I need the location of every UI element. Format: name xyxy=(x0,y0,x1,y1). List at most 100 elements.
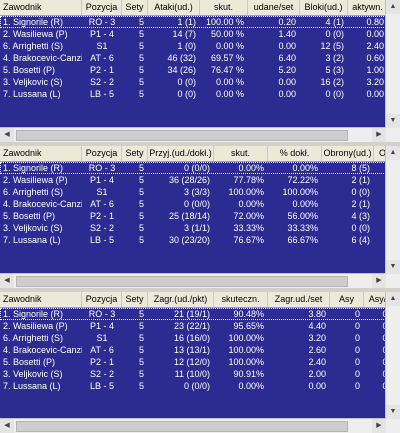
table-cell: 25 (18/14) xyxy=(168,211,210,221)
scroll-down-icon[interactable]: ▼ xyxy=(386,405,400,419)
table-cell: 66.67% xyxy=(287,235,318,245)
table-cell: 5 xyxy=(138,17,144,27)
column-header[interactable]: Sety xyxy=(122,146,148,161)
horizontal-scrollbar[interactable]: ◀ ▶ xyxy=(0,273,386,288)
scroll-up-icon[interactable]: ▲ xyxy=(386,292,400,306)
table-cell: 0 (0) xyxy=(177,89,196,99)
table-row[interactable]: 5. Bosetti (P) P2 - 1 5 25 (18/14) 72.00% 56.… xyxy=(0,210,400,222)
column-header[interactable]: Zawodnik xyxy=(0,0,82,15)
reception-defense-stats-grid[interactable]: Zawodnik Pozycja Sety Przyj.(ud./dokł.) skut… xyxy=(0,146,400,288)
table-cell: 3 (1/1) xyxy=(183,223,210,233)
column-header[interactable]: Zagr.(ud./pkt) xyxy=(148,292,214,307)
grid-body: 1. Signorile (R) RO - 3 5 1 (1) 100.00 % 0.20… xyxy=(0,16,386,142)
vertical-scrollbar[interactable]: ▲ ▼ xyxy=(385,0,400,128)
table-row[interactable]: 3. Veljkovic (S) S2 - 2 5 3 (1/1) 33.33% 33.3… xyxy=(0,222,400,234)
table-cell: 100.00% xyxy=(228,357,264,367)
scrollbar-thumb[interactable] xyxy=(16,130,348,141)
table-cell: 34 (26) xyxy=(167,65,196,75)
table-row[interactable]: 4. Brakocevic-Canzi... AT - 6 5 13 (13/1) 10… xyxy=(0,344,400,356)
table-cell: 4.40 xyxy=(308,321,326,331)
table-cell: 100.00% xyxy=(228,345,264,355)
table-cell: 0.00 xyxy=(366,89,384,99)
table-cell: 72.00% xyxy=(233,211,264,221)
table-row[interactable]: 4. Brakocevic-Canzi... AT - 6 5 46 (32) 69.5… xyxy=(0,52,386,64)
table-row[interactable]: 6. Arrighetti (S) S1 5 1 (0) 0.00 % 0.00 12 (5… xyxy=(0,40,386,52)
vertical-scrollbar[interactable]: ▲ ▼ xyxy=(385,292,400,419)
column-header[interactable]: Zawodnik xyxy=(0,146,82,161)
column-header[interactable]: Przyj.(ud./dokł.) xyxy=(148,146,214,161)
horizontal-scrollbar[interactable]: ◀ ▶ xyxy=(0,127,386,142)
horizontal-scrollbar[interactable]: ◀ ▶ xyxy=(0,418,386,433)
table-cell: 5 xyxy=(138,333,144,343)
table-cell: P2 - 1 xyxy=(89,211,114,221)
table-row[interactable]: 3. Veljkovic (S) S2 - 2 5 0 (0) 0.00 % 0.00 16… xyxy=(0,76,386,88)
scroll-down-icon[interactable]: ▼ xyxy=(386,260,400,274)
column-header[interactable]: Zagr.ud./set xyxy=(268,292,330,307)
table-cell: 0 xyxy=(354,381,360,391)
scroll-down-icon[interactable]: ▼ xyxy=(386,114,400,128)
table-cell: 0 (0/0) xyxy=(183,199,210,209)
table-cell: 5 xyxy=(138,223,144,233)
column-header[interactable]: Bloki(ud.) xyxy=(300,0,348,15)
table-cell: 1.00 xyxy=(366,65,384,75)
table-row[interactable]: 1. Signorile (R) RO - 3 5 0 (0/0) 0.00% 0.00%… xyxy=(0,162,400,174)
column-header[interactable]: % dokł. xyxy=(268,146,322,161)
table-cell: S1 xyxy=(96,187,108,197)
scroll-left-icon[interactable]: ◀ xyxy=(0,128,14,142)
vertical-scrollbar[interactable]: ▲ ▼ xyxy=(385,146,400,274)
column-header[interactable]: Obrony(ud.) xyxy=(322,146,374,161)
table-row[interactable]: 7. Lussana (L) LB - 5 5 30 (23/20) 76.67% 66.… xyxy=(0,234,400,246)
column-header[interactable]: Sety xyxy=(122,0,148,15)
attack-block-stats-grid[interactable]: Zawodnik Pozycja Sety Ataki(ud.) skut. udane/… xyxy=(0,0,400,142)
column-header[interactable]: skuteczn. xyxy=(214,292,268,307)
serve-stats-grid[interactable]: Zawodnik Pozycja Sety Zagr.(ud./pkt) skutecz… xyxy=(0,292,400,433)
table-cell: 5. Bosetti (P) xyxy=(3,357,56,367)
table-row[interactable]: 2. Wasiliewa (P) P1 - 4 5 36 (28/26) 77.78% 7… xyxy=(0,174,400,186)
column-header-row: Zawodnik Pozycja Sety Zagr.(ud./pkt) skutecz… xyxy=(0,292,398,308)
table-row[interactable]: 1. Signorile (R) RO - 3 5 21 (19/1) 90.48% 3.… xyxy=(0,308,400,320)
column-header[interactable]: Pozycja xyxy=(82,146,122,161)
column-header[interactable]: Zawodnik xyxy=(0,292,82,307)
table-cell: LB - 5 xyxy=(89,89,114,99)
table-cell: 2. Wasiliewa (P) xyxy=(3,29,68,39)
column-header[interactable]: udane/set xyxy=(248,0,300,15)
table-row[interactable]: 3. Veljkovic (S) S2 - 2 5 11 (10/0) 90.91% 2.… xyxy=(0,368,400,380)
table-cell: S1 xyxy=(96,41,108,51)
table-cell: 0 xyxy=(354,369,360,379)
scrollbar-thumb[interactable] xyxy=(16,421,348,432)
scroll-right-icon[interactable]: ▶ xyxy=(372,128,386,142)
table-row[interactable]: 7. Lussana (L)LB - 550 (0/0)0.00%0.0000.… xyxy=(0,380,400,392)
column-header[interactable]: Pozycja xyxy=(82,292,122,307)
table-cell: 0.00 xyxy=(278,89,296,99)
table-row[interactable]: 5. Bosetti (P) P2 - 1 5 12 (12/0) 100.00% 2.4… xyxy=(0,356,400,368)
table-row[interactable]: 1. Signorile (R) RO - 3 5 1 (1) 100.00 % 0.20… xyxy=(0,16,386,28)
column-header[interactable]: Pozycja xyxy=(82,0,122,15)
scroll-right-icon[interactable]: ▶ xyxy=(372,419,386,433)
table-row[interactable]: 6. Arrighetti (S) S1 5 3 (3/3) 100.00% 100.00… xyxy=(0,186,400,198)
table-row[interactable]: 5. Bosetti (P) P2 - 1 5 34 (26) 76.47 % 5.20 5… xyxy=(0,64,386,76)
scrollbar-thumb[interactable] xyxy=(16,276,348,287)
scroll-left-icon[interactable]: ◀ xyxy=(0,419,14,433)
column-header[interactable]: Asy/set xyxy=(364,292,400,307)
table-cell: 5 xyxy=(138,345,144,355)
column-header[interactable]: skut. xyxy=(214,146,268,161)
table-cell: 56.00% xyxy=(287,211,318,221)
table-row[interactable]: 2. Wasiliewa (P) P1 - 4 5 23 (22/1) 95.65% 4.… xyxy=(0,320,400,332)
table-row[interactable]: 7. Lussana (L) LB - 5 5 0 (0) 0.00 % 0.00 0 (0… xyxy=(0,88,386,100)
table-row[interactable]: 4. Brakocevic-Canzi... AT - 6 5 0 (0/0) 0.00… xyxy=(0,198,400,210)
column-header[interactable]: skut. xyxy=(200,0,248,15)
table-cell: 0.00 xyxy=(366,29,384,39)
column-header[interactable]: Asy xyxy=(330,292,364,307)
column-header[interactable]: Ataki(ud.) xyxy=(148,0,200,15)
table-cell: 8 (5) xyxy=(351,163,370,173)
table-cell: S2 - 2 xyxy=(89,77,114,87)
table-row[interactable]: 6. Arrighetti (S) S1 5 16 (16/0) 100.00% 3.20… xyxy=(0,332,400,344)
scroll-up-icon[interactable]: ▲ xyxy=(386,146,400,160)
scroll-left-icon[interactable]: ◀ xyxy=(0,274,14,288)
table-row[interactable]: 2. Wasiliewa (P) P1 - 4 5 14 (7) 50.00 % 1.40… xyxy=(0,28,386,40)
scroll-up-icon[interactable]: ▲ xyxy=(386,0,400,14)
column-header[interactable]: Sety xyxy=(122,292,148,307)
scroll-right-icon[interactable]: ▶ xyxy=(372,274,386,288)
table-cell: 2 (1) xyxy=(351,175,370,185)
column-header[interactable]: aktywn. xyxy=(348,0,388,15)
